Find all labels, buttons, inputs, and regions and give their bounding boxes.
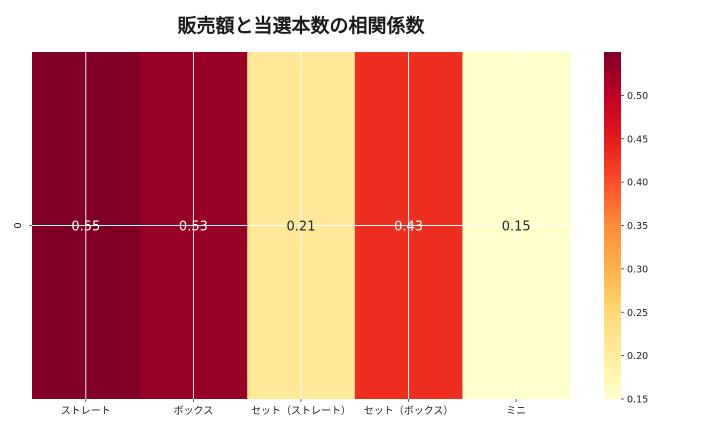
x-tick-label: ミニ — [506, 406, 526, 417]
colorbar: 0.15 0.20 0.25 0.30 0.35 0.40 0.45 0.50 — [604, 52, 648, 406]
colorbar-gradient — [604, 52, 621, 399]
x-tick-label: ボックス — [174, 405, 214, 417]
x-axis-ticks: ストレート ボックス セット（ストレート） セット（ボックス） ミニ — [61, 399, 526, 417]
gridlines — [32, 52, 570, 399]
chart-title: 販売額と当選本数の相関係数 — [177, 14, 425, 37]
cell-value-label: 0.55 — [71, 220, 100, 235]
cell-value-label: 0.53 — [179, 220, 208, 235]
y-tick-label: 0 — [13, 222, 24, 228]
x-tick-label: セット（ボックス） — [364, 405, 454, 417]
x-tick-label: ストレート — [61, 406, 111, 417]
cell-value-label: 0.15 — [502, 220, 531, 235]
colorbar-tick-label: 0.45 — [627, 134, 648, 145]
colorbar-tick-label: 0.40 — [627, 178, 648, 189]
colorbar-tick-label: 0.15 — [627, 395, 648, 406]
colorbar-tick-label: 0.50 — [627, 91, 648, 102]
y-axis-ticks: 0 — [13, 222, 32, 229]
colorbar-tick-label: 0.30 — [627, 264, 648, 275]
x-tick-label: セット（ストレート） — [251, 405, 351, 417]
cell-value-labels: 0.55 0.53 0.21 0.43 0.15 — [71, 220, 530, 235]
cell-value-label: 0.21 — [287, 220, 316, 235]
cell-value-label: 0.43 — [394, 220, 423, 235]
colorbar-tick-label: 0.20 — [627, 351, 648, 362]
colorbar-tick-label: 0.25 — [627, 308, 648, 319]
colorbar-tick-label: 0.35 — [627, 221, 648, 232]
